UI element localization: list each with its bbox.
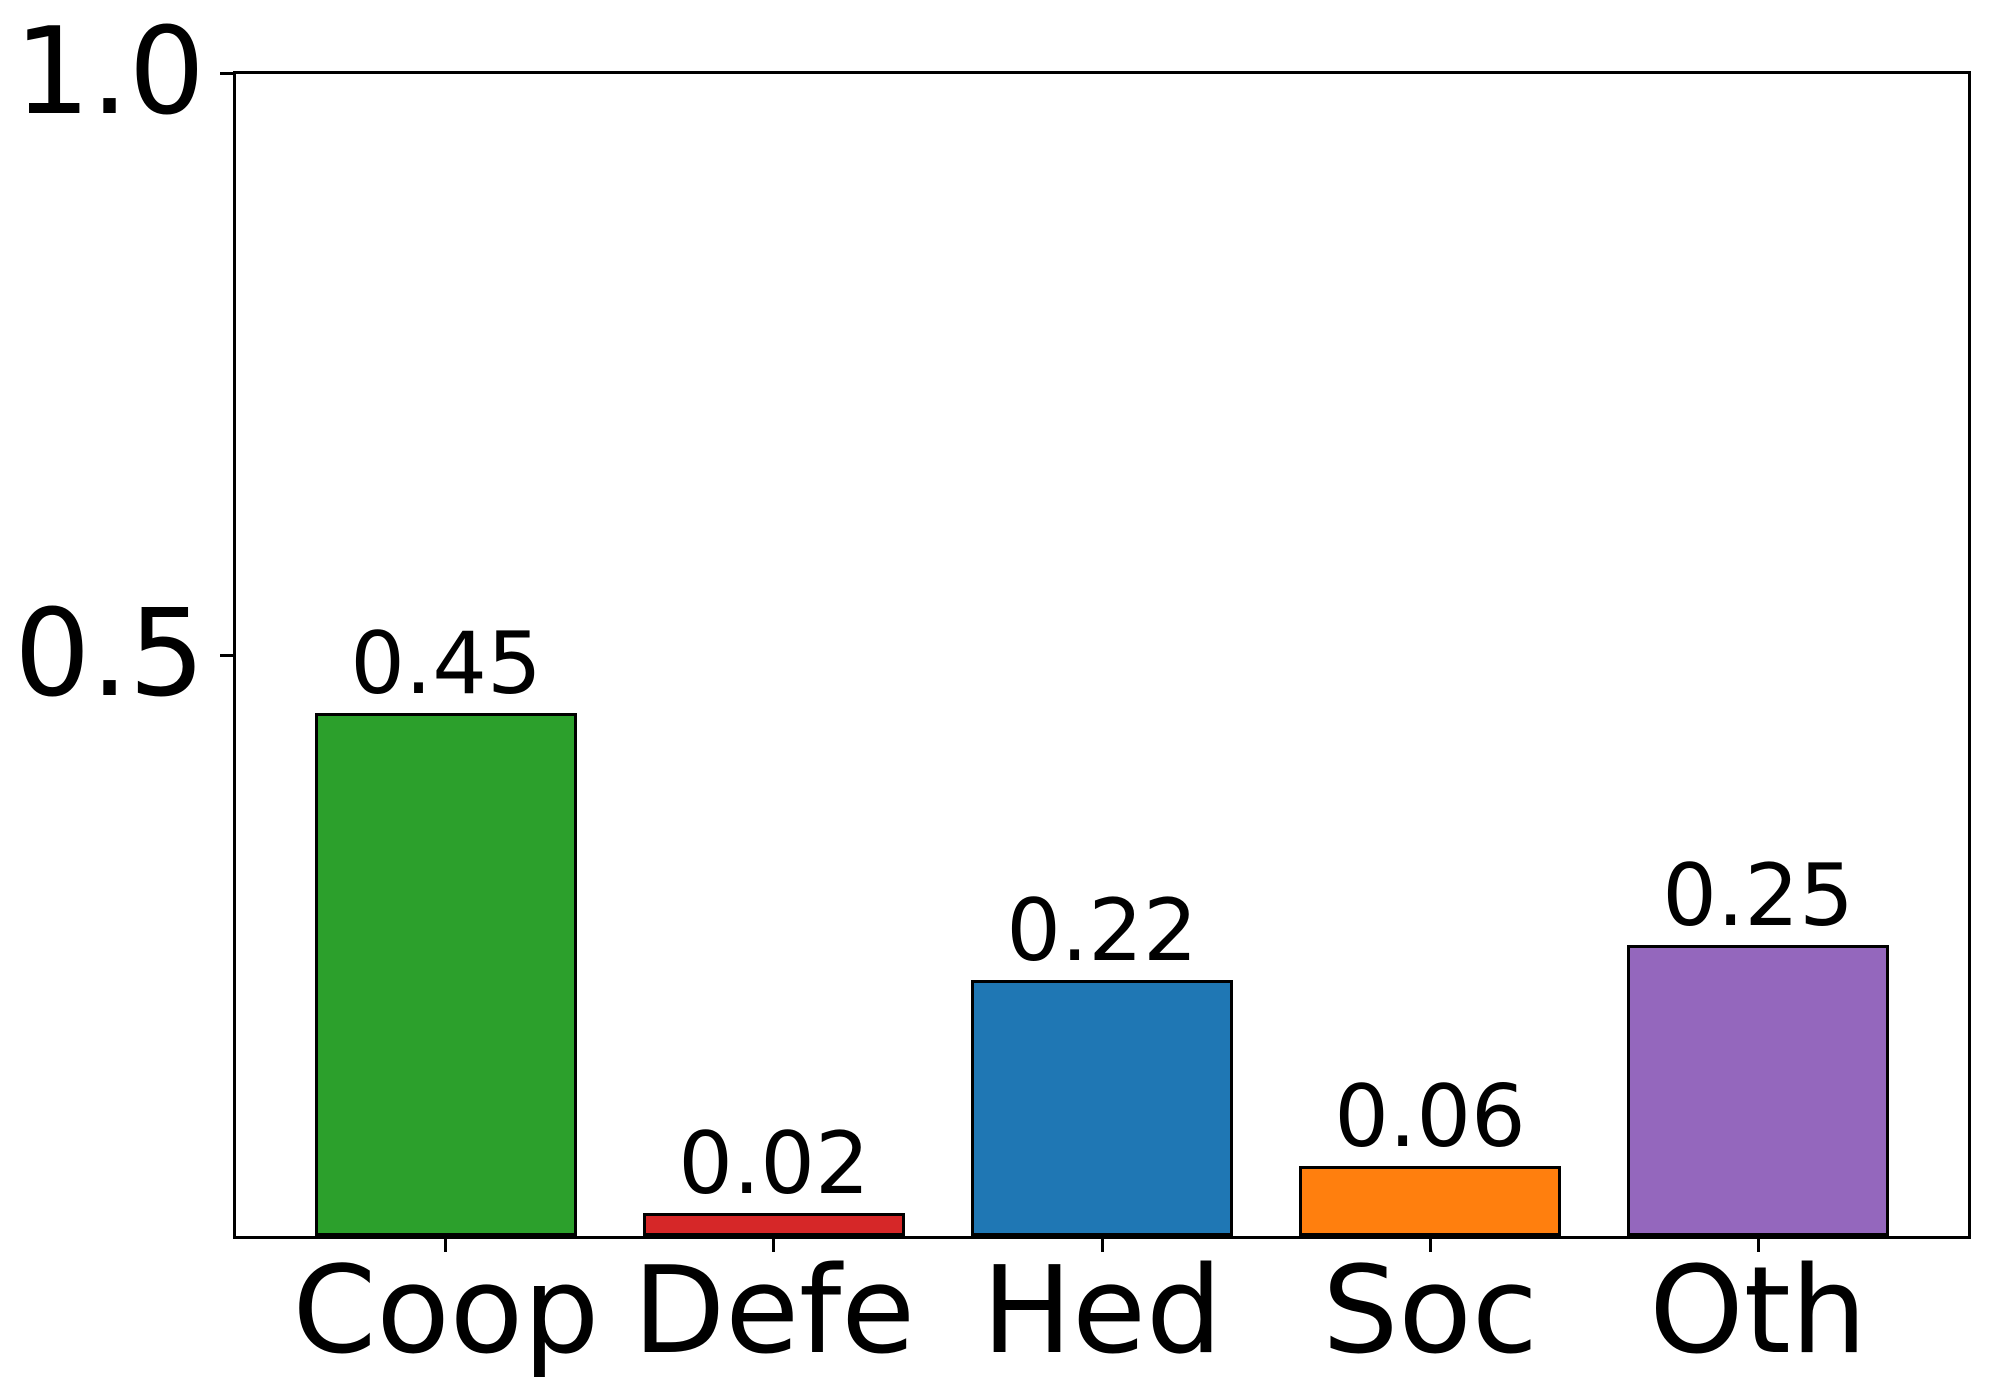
bar-value-label-oth: 0.25 — [1662, 846, 1854, 946]
bar-value-label-coop: 0.45 — [350, 614, 542, 714]
x-tick-mark-hed — [1100, 1239, 1104, 1252]
bar-coop — [314, 713, 578, 1236]
bar-value-label-hed: 0.22 — [1006, 881, 1198, 981]
bar-value-label-defe: 0.02 — [678, 1114, 870, 1214]
bar-defe — [642, 1213, 906, 1236]
y-tick-label-0.5: 0.5 — [14, 585, 205, 724]
bar-hed — [970, 980, 1234, 1236]
plot-area — [233, 71, 1971, 1239]
y-tick-label-1.0: 1.0 — [14, 3, 205, 142]
y-tick-mark-0.5 — [220, 654, 233, 657]
x-tick-label-defe: Defe — [632, 1242, 916, 1381]
bar-value-label-soc: 0.06 — [1334, 1067, 1526, 1167]
x-tick-mark-oth — [1756, 1239, 1760, 1252]
x-tick-mark-defe — [772, 1239, 776, 1252]
x-tick-label-oth: Oth — [1649, 1242, 1867, 1381]
x-tick-label-coop: Coop — [292, 1242, 600, 1381]
x-tick-mark-coop — [444, 1239, 448, 1252]
x-tick-label-hed: Hed — [981, 1242, 1223, 1381]
y-tick-mark-1.0 — [220, 72, 233, 75]
x-tick-mark-soc — [1428, 1239, 1432, 1252]
bar-oth — [1626, 945, 1890, 1236]
bar-soc — [1298, 1166, 1562, 1236]
x-tick-label-soc: Soc — [1322, 1242, 1538, 1381]
